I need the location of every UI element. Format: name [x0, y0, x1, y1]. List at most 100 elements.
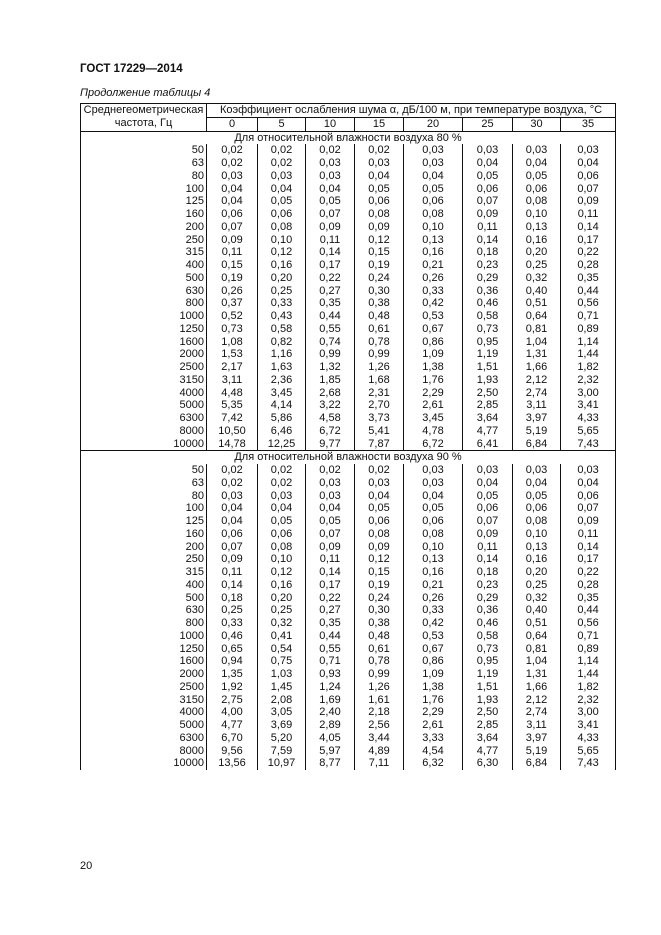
coefficient-cell: 0,03: [462, 464, 513, 477]
table-row: 8000 9,56 7,59 5,97 4,89 4,54 4,77 5,19 5,65: [80, 744, 617, 758]
coefficient-cell: 0,18: [206, 591, 258, 605]
coefficient-cell: 1,24: [305, 680, 355, 694]
coefficient-cell: 1,93: [462, 373, 513, 387]
coefficient-cell: 0,64: [512, 629, 561, 643]
coefficient-cell: 1,68: [354, 373, 404, 387]
coefficient-cell: 0,11: [462, 540, 513, 554]
coefficient-cell: 1,19: [462, 348, 513, 361]
coefficient-cell: 0,02: [257, 476, 306, 490]
coefficient-cell: 0,13: [512, 540, 561, 554]
coefficient-cell: 0,46: [462, 617, 513, 630]
temperature-header: 20: [403, 116, 463, 132]
coefficient-cell: 0,02: [354, 464, 404, 477]
table-row: 1250 0,65 0,54 0,55 0,61 0,67 0,73 0,81 0,89: [80, 642, 617, 656]
coefficient-cell: 2,40: [305, 706, 355, 719]
frequency-cell: 200: [80, 540, 207, 554]
coefficient-cell: 0,02: [257, 144, 306, 157]
coefficient-cell: 0,33: [257, 297, 306, 310]
coefficient-cell: 0,12: [354, 553, 404, 566]
coefficient-cell: 4,77: [462, 424, 513, 438]
coefficient-cell: 0,16: [257, 259, 306, 272]
coefficient-cell: 0,40: [512, 284, 561, 298]
coefficient-cell: 0,04: [206, 515, 258, 528]
coefficient-cell: 8,77: [305, 757, 355, 770]
coefficient-cell: 0,25: [206, 604, 258, 617]
coefficient-cell: 1,14: [559, 335, 617, 349]
coefficient-cell: 0,18: [462, 246, 513, 259]
coefficient-cell: 2,36: [257, 373, 306, 387]
temperature-header: 5: [257, 116, 306, 132]
coefficient-cell: 0,04: [512, 157, 561, 170]
coefficient-cell: 0,06: [206, 527, 258, 541]
coefficient-cell: 0,10: [257, 233, 306, 247]
coefficient-cell: 0,23: [462, 259, 513, 272]
coefficient-cell: 6,70: [206, 731, 258, 745]
coefficient-cell: 2,12: [512, 693, 561, 707]
coefficient-cell: 5,20: [257, 731, 306, 745]
page-number: 20: [80, 860, 93, 872]
coefficient-cell: 1,14: [559, 655, 617, 668]
table-row: 80 0,03 0,03 0,03 0,04 0,04 0,05 0,05 0,06: [80, 169, 617, 183]
coefficient-cell: 0,20: [512, 566, 561, 579]
coefficient-cell: 0,44: [305, 310, 355, 323]
coefficient-cell: 0,06: [354, 195, 404, 208]
coefficient-cell: 0,08: [403, 208, 463, 221]
coefficient-cell: 1,26: [354, 680, 404, 694]
frequency-cell: 1000: [80, 629, 207, 643]
coefficient-cell: 2,29: [403, 386, 463, 400]
coefficient-cell: 0,26: [403, 591, 463, 605]
coefficient-cell: 0,35: [559, 591, 617, 605]
table-row: 6300 6,70 5,20 4,05 3,44 3,33 3,64 3,97 4,33: [80, 731, 617, 745]
coefficient-cell: 3,00: [559, 706, 617, 719]
coefficient-cell: 3,41: [559, 719, 617, 732]
coefficient-cell: 0,03: [305, 169, 355, 183]
temperature-header: 0: [206, 116, 258, 132]
coefficient-cell: 0,06: [403, 515, 463, 528]
coefficient-cell: 0,46: [206, 629, 258, 643]
coefficient-cell: 0,11: [559, 208, 617, 221]
coefficient-cell: 1,38: [403, 680, 463, 694]
table-row: 2500 2,17 1,63 1,32 1,26 1,38 1,51 1,66 1,82: [80, 361, 617, 374]
coefficient-cell: 0,07: [206, 540, 258, 554]
coefficient-cell: 0,11: [559, 527, 617, 541]
coefficient-cell: 0,44: [305, 629, 355, 643]
coefficient-cell: 0,65: [206, 642, 258, 656]
coefficient-cell: 0,04: [403, 489, 463, 503]
coefficient-cell: 4,89: [354, 744, 404, 758]
coefficient-cell: 0,06: [559, 489, 617, 503]
coefficient-cell: 2,08: [257, 693, 306, 707]
coefficient-cell: 6,72: [305, 424, 355, 438]
coefficient-cell: 0,10: [512, 527, 561, 541]
coefficient-cell: 0,58: [257, 322, 306, 336]
coefficient-cell: 0,35: [305, 297, 355, 310]
coefficient-cell: 0,17: [559, 233, 617, 247]
coefficient-cell: 0,03: [559, 464, 617, 477]
coefficient-cell: 1,04: [512, 655, 561, 668]
coefficient-cell: 0,71: [305, 655, 355, 668]
table-row: 800 0,37 0,33 0,35 0,38 0,42 0,46 0,51 0,56: [80, 297, 617, 310]
coefficient-cell: 2,70: [354, 399, 404, 412]
frequency-cell: 10000: [80, 757, 207, 770]
coefficient-cell: 0,55: [305, 322, 355, 336]
coefficient-cell: 0,06: [512, 182, 561, 196]
coefficient-cell: 7,87: [354, 437, 404, 451]
coefficient-cell: 4,48: [206, 386, 258, 400]
coefficient-cell: 3,11: [512, 719, 561, 732]
coefficient-cell: 0,20: [512, 246, 561, 259]
coefficient-cell: 1,61: [354, 693, 404, 707]
coefficient-cell: 2,89: [305, 719, 355, 732]
coefficient-cell: 0,03: [403, 144, 463, 157]
coefficient-cell: 0,18: [462, 566, 513, 579]
coefficient-cell: 0,24: [354, 271, 404, 285]
table-row: 160 0,06 0,06 0,07 0,08 0,08 0,09 0,10 0,11: [80, 208, 617, 221]
coefficient-cell: 5,65: [559, 744, 617, 758]
coefficient-cell: 2,85: [462, 399, 513, 412]
coefficient-cell: 0,03: [305, 157, 355, 170]
coefficient-cell: 1,08: [206, 335, 258, 349]
coefficient-cell: 0,16: [257, 578, 306, 592]
table-row: 2500 1,92 1,45 1,24 1,26 1,38 1,51 1,66 1,82: [80, 680, 617, 694]
frequency-cell: 8000: [80, 744, 207, 758]
coefficient-cell: 4,14: [257, 399, 306, 412]
table-row: 63 0,02 0,02 0,03 0,03 0,03 0,04 0,04 0,04: [80, 476, 617, 490]
coefficient-cell: 3,45: [403, 412, 463, 425]
